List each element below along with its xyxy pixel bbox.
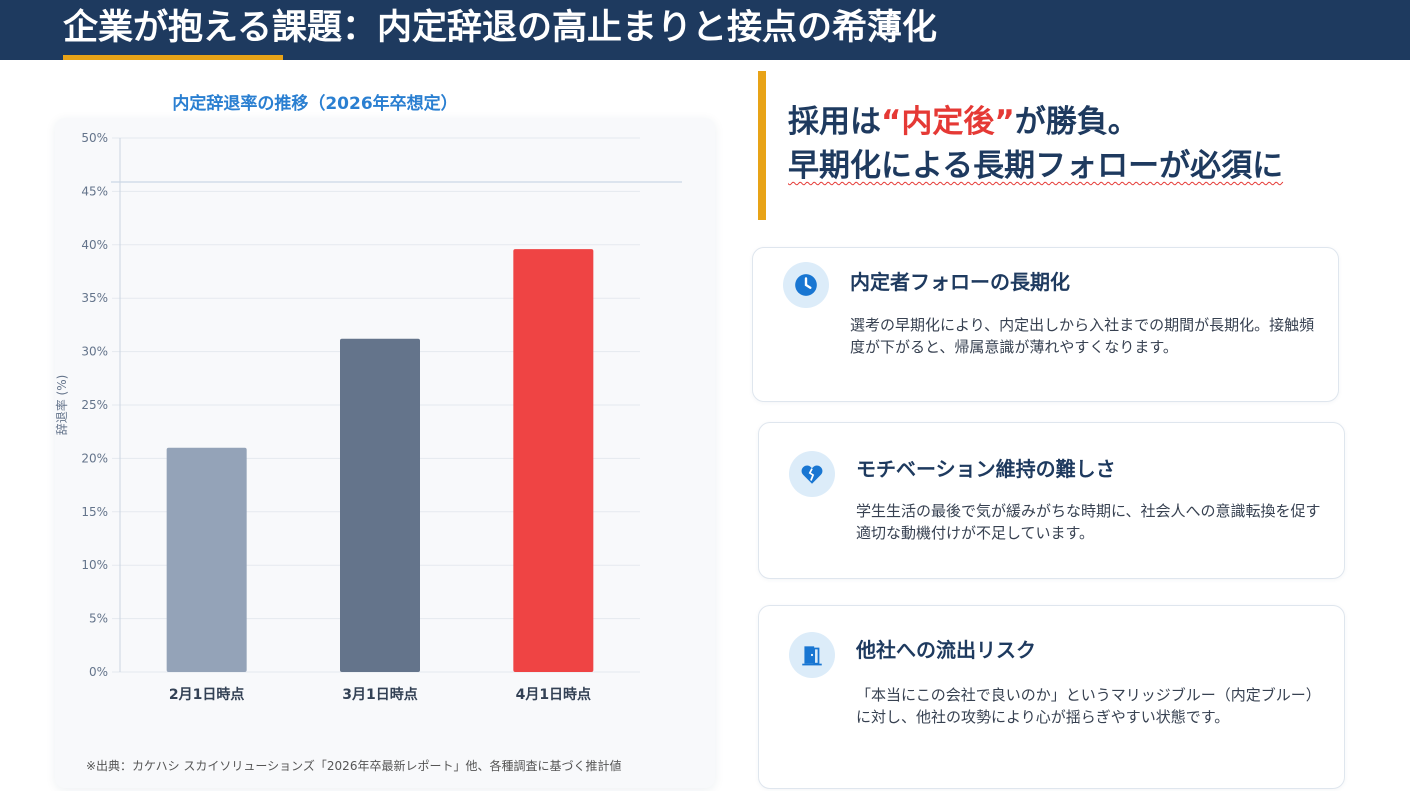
bar (513, 249, 594, 672)
card-text: 選考の早期化により、内定出しから入社までの期間が長期化。接触頻度が下がると、帰属… (850, 316, 1315, 356)
bar (166, 447, 247, 672)
x-tick-label: 2月1日時点 (169, 686, 244, 703)
clock-icon (783, 262, 829, 308)
headline-suffix: が勝負。 (1014, 104, 1139, 140)
bar (340, 338, 420, 672)
y-tick-label: 50% (81, 131, 108, 145)
headline-prefix: 採用は (788, 104, 881, 140)
headline-accent: “内定後” (881, 104, 1015, 140)
y-tick-label: 25% (81, 398, 108, 412)
card-text: 学生生活の最後で気が緩みがちな時期に、社会人への意識転換を促す適切な動機付けが不… (856, 502, 1321, 542)
y-tick-label: 0% (89, 665, 108, 679)
card-outflow-risk: 他社への流出リスク 「本当にこの会社で良いのか」というマリッジブルー（内定ブルー… (758, 605, 1345, 789)
y-tick-label: 15% (81, 505, 108, 519)
title-bar (0, 0, 1410, 60)
title-underline (63, 55, 283, 60)
headline-line1: 採用は“内定後”が勝負。 (788, 100, 1283, 144)
y-tick-label: 45% (81, 184, 108, 198)
y-tick-label: 10% (81, 558, 108, 572)
chart-title: 内定辞退率の推移（2026年卒想定） (172, 94, 458, 114)
y-tick-label: 20% (81, 451, 108, 465)
y-tick-label: 35% (81, 291, 108, 305)
card-title: 内定者フォローの長期化 (850, 270, 1070, 294)
headline-line2: 早期化による長期フォローが必須に (788, 148, 1284, 184)
y-tick-label: 30% (81, 345, 108, 359)
broken-heart-icon (789, 451, 835, 497)
card-title: 他社への流出リスク (856, 638, 1036, 662)
x-tick-label: 4月1日時点 (516, 686, 591, 703)
headline: 採用は“内定後”が勝負。 早期化による長期フォローが必須に (788, 100, 1283, 188)
page-title: 企業が抱える課題：内定辞退の高止まりと接点の希薄化 (63, 7, 937, 48)
headline-accent-bar (758, 71, 766, 220)
card-motivation: モチベーション維持の難しさ 学生生活の最後で気が緩みがちな時期に、社会人への意識… (758, 422, 1345, 579)
y-tick-label: 40% (81, 238, 108, 252)
door-exit-icon (789, 632, 835, 678)
card-text: 「本当にこの会社で良いのか」というマリッジブルー（内定ブルー）に対し、他社の攻勢… (856, 686, 1321, 726)
y-tick-label: 5% (89, 612, 108, 626)
card-title: モチベーション維持の難しさ (856, 457, 1116, 481)
x-tick-label: 3月1日時点 (342, 686, 417, 703)
source-note: ※出典：カケハシ スカイソリューションズ「2026年卒最新レポート」他、各種調査… (86, 759, 622, 773)
card-long-follow: 内定者フォローの長期化 選考の早期化により、内定出しから入社までの期間が長期化。… (752, 247, 1339, 402)
y-axis-label: 辞退率 (%) (54, 375, 69, 436)
